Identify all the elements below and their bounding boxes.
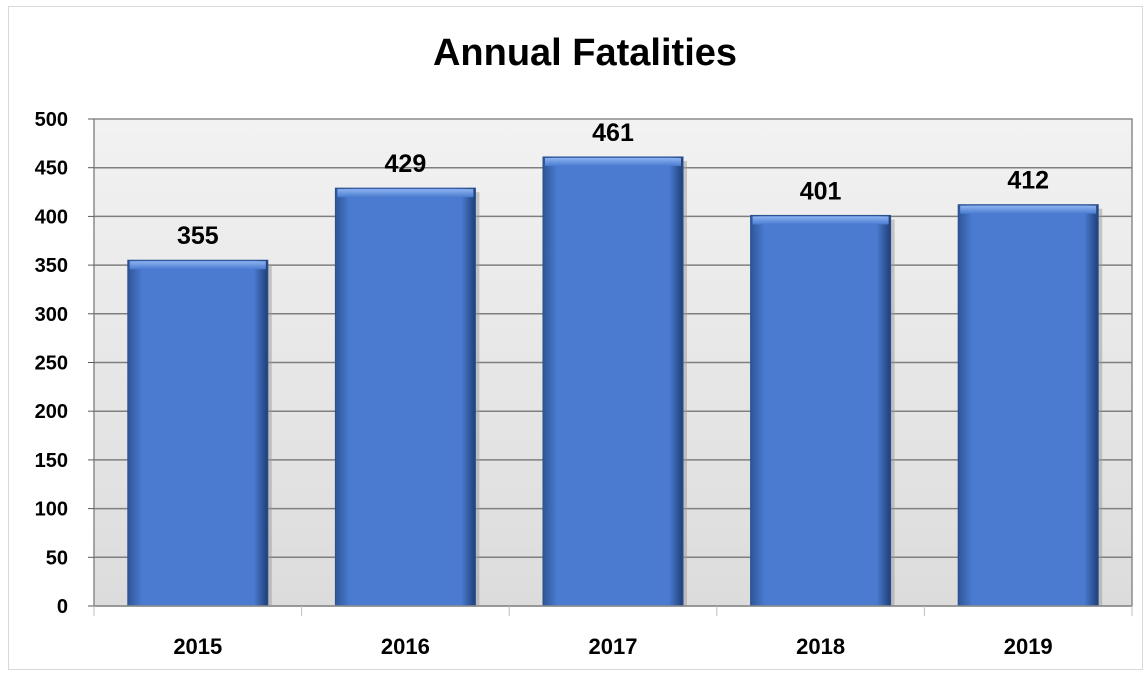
y-tick-label: 300 — [35, 304, 68, 326]
x-tick-label: 2018 — [796, 634, 845, 659]
bar-2015 — [127, 259, 272, 607]
bar-2019 — [957, 204, 1103, 607]
bar — [334, 187, 476, 607]
x-tick-label: 2015 — [173, 634, 222, 659]
y-tick-label: 250 — [35, 353, 68, 375]
chart-title: Annual Fatalities — [432, 32, 738, 74]
bar — [957, 204, 1099, 607]
x-tick-label: 2019 — [1004, 634, 1053, 659]
y-tick-label: 150 — [35, 450, 68, 472]
data-label: 429 — [385, 150, 427, 178]
data-label: 461 — [592, 119, 634, 147]
bar-bevel — [545, 157, 681, 166]
y-tick-label: 0 — [57, 596, 68, 618]
bar-bevel — [960, 205, 1097, 214]
y-tick-label: 450 — [35, 158, 68, 180]
bar — [542, 156, 684, 607]
x-tick-label: 2016 — [381, 634, 430, 659]
y-tick-label: 100 — [35, 499, 68, 521]
bar-2017 — [542, 156, 687, 607]
y-tick-label: 350 — [35, 255, 68, 277]
data-label: 412 — [1007, 167, 1049, 195]
bar — [750, 214, 892, 607]
data-label: 401 — [800, 177, 842, 205]
x-tick-label: 2017 — [589, 634, 638, 659]
bar-2018 — [750, 214, 895, 607]
bar-bevel — [129, 261, 266, 270]
y-tick-label: 400 — [35, 206, 68, 228]
bar-bevel — [337, 189, 474, 198]
bar-2016 — [334, 187, 480, 607]
bar — [127, 259, 269, 607]
bar-bevel — [752, 216, 889, 225]
data-label: 355 — [177, 222, 219, 250]
y-tick-label: 500 — [35, 109, 68, 131]
y-tick-label: 200 — [35, 401, 68, 423]
y-tick-label: 50 — [46, 547, 68, 569]
